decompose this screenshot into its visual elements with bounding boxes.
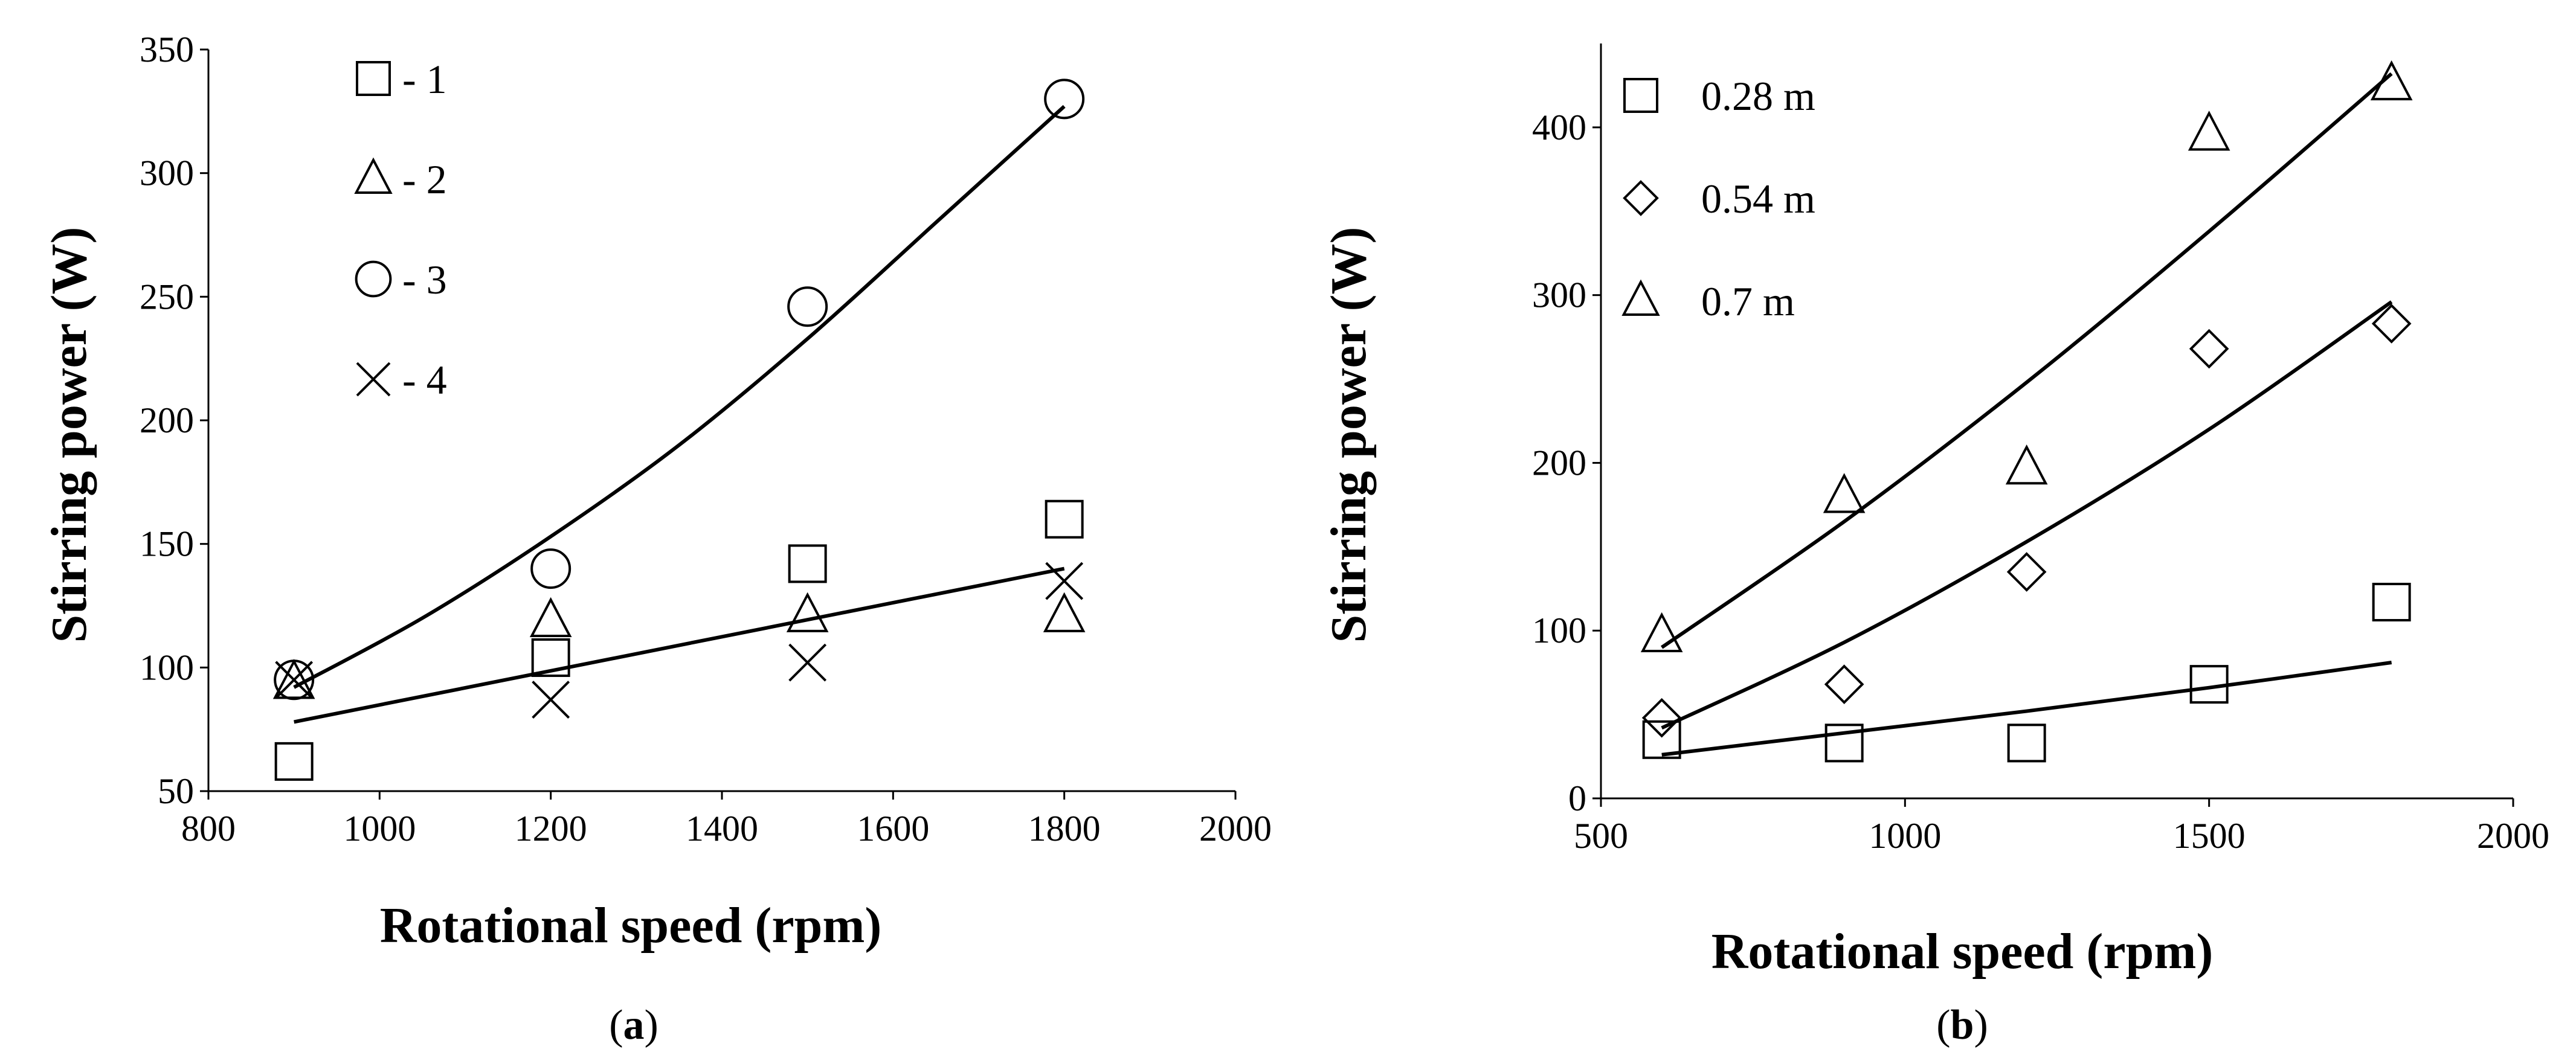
a-series-3-point <box>1044 79 1085 120</box>
a-y-tick-label: 50 <box>158 771 194 811</box>
b-series-2-point <box>2189 329 2229 369</box>
b-x-tick-label: 500 <box>1574 816 1628 856</box>
b-y-tick-label: 200 <box>1532 443 1586 483</box>
a-series-2-point <box>529 597 572 638</box>
a-series-2-point <box>786 592 829 632</box>
a-legend-label-4: - 4 <box>402 357 447 403</box>
a-x-tick-label: 2000 <box>1199 809 1272 849</box>
chart-b-x-axis-label: Rotational speed (rpm) <box>1711 923 2214 980</box>
chart-a-data-points <box>272 79 1086 781</box>
a-legend-label-3: - 3 <box>402 257 447 303</box>
b-series-1-point <box>2007 723 2046 763</box>
b-y-tick-label: 400 <box>1532 107 1586 147</box>
a-series-1-point <box>1045 499 1084 539</box>
chart-b: 500 1000 1500 2000 0 100 200 300 400 0.28 m 0.54 … <box>1321 43 2549 1048</box>
chart-a-trendlines <box>293 104 1066 724</box>
b-series-3-point <box>2188 111 2230 151</box>
a-series-1-point <box>788 544 827 583</box>
b-y-tick-label: 300 <box>1532 275 1586 315</box>
a-series-3-point <box>530 548 572 589</box>
b-series-3-point <box>2370 60 2413 101</box>
b-y-tick-label: 100 <box>1532 611 1586 650</box>
a-x-tick-label: 1400 <box>686 809 758 849</box>
chart-a-y-axis-label: Stirring power (W) <box>41 226 97 643</box>
a-series-1-point <box>274 742 314 781</box>
chart-a-panel-label: (a) <box>609 1002 658 1048</box>
chart-b-tick-labels: 500 1000 1500 2000 0 100 200 300 400 <box>1532 107 2549 856</box>
b-legend-label-3: 0.7 m <box>1701 278 1795 324</box>
b-series-1-point <box>2189 665 2229 704</box>
b-series-1-point <box>2372 583 2411 621</box>
chart-b-panel-label: (b) <box>1936 1002 1988 1048</box>
b-legend-marker-2 <box>1623 180 1659 216</box>
chart-a-x-axis-label: Rotational speed (rpm) <box>380 897 882 954</box>
a-legend-label-2: - 2 <box>402 156 447 202</box>
b-series-3-point <box>2005 444 2048 485</box>
a-legend-marker-2 <box>354 157 393 194</box>
chart-b-y-axis-label: Stirring power (W) <box>1321 226 1377 643</box>
chart-b-trendlines <box>1660 72 2393 757</box>
b-x-tick-label: 1000 <box>1869 816 1941 856</box>
b-legend-marker-1 <box>1623 78 1658 113</box>
a-series-4-point <box>788 643 827 682</box>
b-series-1-point <box>1642 720 1681 759</box>
a-legend-label-1: - 1 <box>402 56 447 102</box>
a-trendline-1 <box>293 104 1066 689</box>
a-series-3-point <box>787 286 828 327</box>
a-legend-marker-1 <box>356 61 391 96</box>
a-series-4-point <box>275 661 314 699</box>
a-series-3-point <box>274 659 315 701</box>
b-series-3-point <box>1640 612 1683 653</box>
b-series-2-point <box>1824 664 1864 704</box>
a-series-2-point <box>1043 592 1086 632</box>
b-series-2-point <box>1641 698 1682 738</box>
b-legend-label-2: 0.54 m <box>1701 176 1815 222</box>
a-series-4-point <box>1045 562 1084 600</box>
b-trendline-1 <box>1661 661 2392 757</box>
a-y-tick-label: 250 <box>140 277 194 316</box>
chart-a-legend: - 1 - 2 - 3 - 4 <box>354 56 447 403</box>
a-x-tick-label: 1600 <box>857 809 929 849</box>
b-legend-marker-3 <box>1621 279 1660 316</box>
a-y-tick-label: 300 <box>140 153 194 193</box>
b-series-1-point <box>1824 723 1864 763</box>
a-legend-marker-4 <box>356 362 391 397</box>
a-y-tick-label: 200 <box>140 400 194 440</box>
a-legend-marker-3 <box>355 260 392 298</box>
b-y-tick-label: 0 <box>1568 778 1586 818</box>
b-x-tick-label: 2000 <box>2477 816 2549 856</box>
a-y-tick-label: 350 <box>140 30 194 69</box>
b-trendline-2 <box>1661 300 2393 730</box>
a-trendline-2 <box>294 566 1065 724</box>
b-series-3-point <box>1823 473 1866 513</box>
chart-a: 800 1000 1200 1400 1600 1800 2000 50 100 150 200 25… <box>41 30 1272 1048</box>
a-x-tick-label: 1000 <box>343 809 416 849</box>
a-y-tick-label: 150 <box>140 524 194 564</box>
a-x-tick-label: 1200 <box>515 809 587 849</box>
a-y-tick-label: 100 <box>140 647 194 687</box>
b-x-tick-label: 1500 <box>2173 816 2246 856</box>
chart-a-tick-labels: 800 1000 1200 1400 1600 1800 2000 50 100 150 200 25… <box>140 30 1272 849</box>
b-legend-label-1: 0.28 m <box>1701 73 1815 119</box>
chart-b-legend: 0.28 m 0.54 m 0.7 m <box>1621 73 1815 324</box>
a-series-4-point <box>532 681 570 719</box>
b-trendline-3 <box>1660 72 2393 649</box>
a-x-tick-label: 1800 <box>1028 809 1101 849</box>
chart-b-data-points <box>1640 60 2413 763</box>
chart-a-axes <box>200 48 1237 800</box>
b-series-2-point <box>2371 304 2412 344</box>
a-series-1-point <box>531 638 570 677</box>
b-series-2-point <box>2006 552 2047 592</box>
a-x-tick-label: 800 <box>181 809 236 849</box>
chart-b-axes <box>1592 43 2514 807</box>
